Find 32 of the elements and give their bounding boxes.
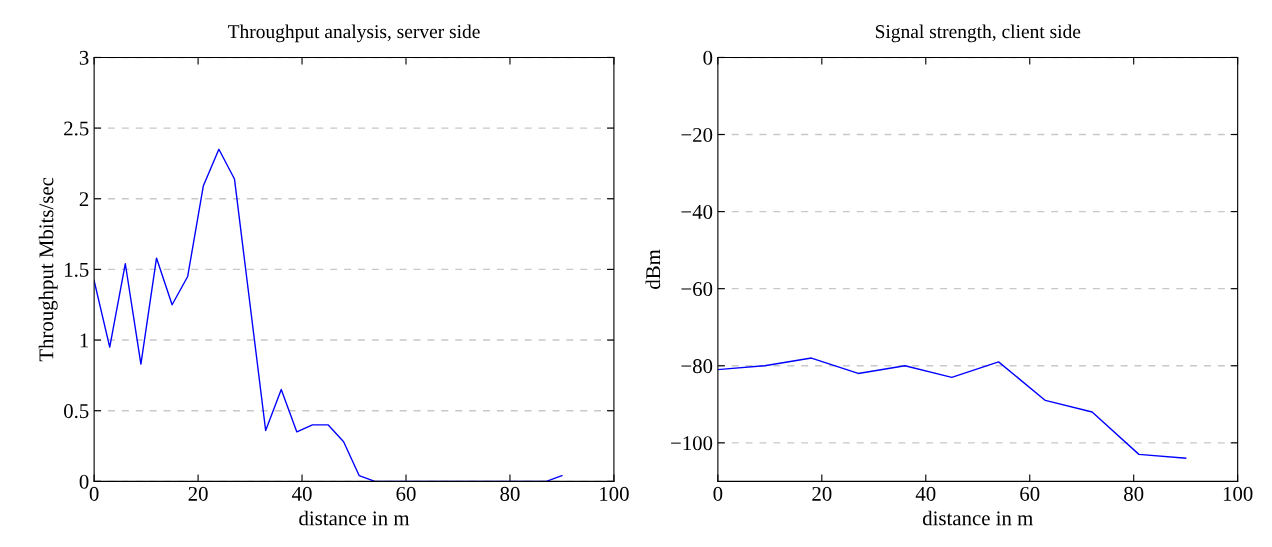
y-tick-label: −40 [681,204,713,220]
y-tick-label: 2.5 [64,121,89,136]
x-tick-label: 60 [1020,486,1040,501]
x-axis-title: distance in m [922,510,1033,526]
line-series [717,357,1187,459]
y-tick-label: 1 [80,333,89,348]
y-tick-label: −100 [671,436,713,451]
x-tick-label: 100 [600,486,629,501]
y-tick-label: −20 [681,127,713,142]
y-tick-label: 1.5 [65,262,89,277]
y-tick-label: 0.5 [64,404,89,419]
x-tick-label: 20 [188,486,208,501]
y-tick-label: −60 [681,282,713,297]
y-tick-label: 3 [79,50,89,65]
y-axis-title: dBm [645,249,661,289]
y-tick-label: 0 [703,50,713,65]
y-tick-label: −80 [681,359,713,374]
x-tick-label: 0 [713,486,723,501]
x-tick-label: 20 [812,486,832,501]
x-tick-label: 80 [1124,486,1144,501]
x-tick-label: 40 [915,486,936,501]
x-tick-label: 0 [89,486,99,501]
y-tick-label: 0 [79,474,89,489]
y-axis-title: Throughput Mbits/sec [38,177,58,362]
x-tick-label: 60 [396,486,416,501]
chart-title: Throughput analysis, server side [228,24,480,43]
chart-title: Signal strength, client side [875,24,1081,43]
y-tick-label: 2 [79,192,89,206]
x-axis-title: distance in m [299,510,410,526]
x-tick-label: 80 [500,486,520,501]
x-tick-label: 100 [1223,486,1253,501]
x-tick-label: 40 [292,486,312,501]
